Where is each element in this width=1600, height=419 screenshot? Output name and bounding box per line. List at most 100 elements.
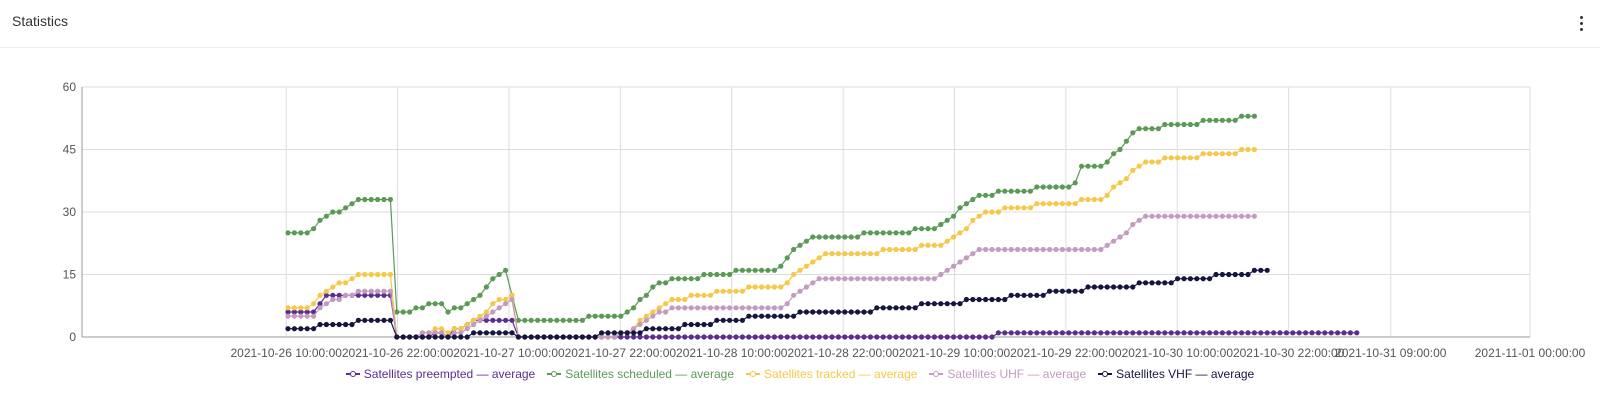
- legend-label: Satellites preempted — average: [363, 367, 536, 381]
- data-point: [682, 305, 688, 311]
- data-point: [912, 226, 918, 232]
- data-point: [1175, 213, 1181, 219]
- legend-item[interactable]: Satellites preempted — average: [345, 367, 536, 381]
- data-point: [618, 330, 624, 336]
- data-point: [1194, 276, 1200, 282]
- legend-item[interactable]: Satellites UHF — average: [929, 367, 1086, 381]
- data-point: [848, 276, 854, 282]
- data-point: [803, 284, 810, 290]
- data-point: [1079, 246, 1085, 253]
- more-options-icon[interactable]: [1576, 10, 1586, 36]
- data-point: [771, 267, 778, 273]
- data-point: [682, 296, 688, 303]
- data-point: [368, 317, 374, 323]
- data-point: [848, 234, 854, 240]
- chart-grid: [82, 86, 1531, 338]
- data-point: [1034, 201, 1040, 207]
- data-point: [317, 301, 323, 307]
- legend-label: Satellites UHF — average: [947, 367, 1087, 381]
- data-point: [1079, 330, 1085, 336]
- data-point: [1111, 284, 1117, 290]
- x-tick-label: 2021-10-30 10:00:00: [1122, 346, 1234, 360]
- data-point: [400, 309, 406, 315]
- data-point: [1053, 330, 1059, 336]
- data-point: [1168, 330, 1174, 336]
- data-point: [1059, 184, 1065, 190]
- data-point: [829, 251, 835, 257]
- data-point: [624, 330, 630, 336]
- data-point: [464, 326, 470, 332]
- data-point: [381, 271, 387, 278]
- data-point: [1149, 280, 1155, 286]
- data-point: [695, 276, 701, 282]
- data-point: [1002, 296, 1008, 303]
- data-point: [317, 321, 323, 328]
- data-point: [1245, 330, 1251, 336]
- data-point: [765, 284, 771, 290]
- data-point: [1136, 330, 1142, 336]
- data-point: [912, 305, 918, 311]
- data-point: [1091, 284, 1097, 290]
- data-point: [330, 292, 336, 298]
- data-point: [931, 226, 938, 232]
- data-point: [1117, 180, 1123, 186]
- data-point: [1123, 284, 1129, 290]
- data-point: [906, 305, 912, 311]
- data-point: [1283, 330, 1289, 336]
- data-point: [375, 288, 381, 294]
- data-point: [816, 309, 822, 315]
- data-point: [586, 334, 592, 340]
- data-point: [925, 226, 931, 232]
- data-point: [835, 334, 842, 340]
- data-point: [1245, 113, 1251, 119]
- data-point: [1162, 213, 1168, 219]
- data-point: [355, 317, 361, 323]
- data-point: [906, 276, 912, 282]
- data-point: [1098, 163, 1104, 169]
- data-point: [643, 313, 650, 319]
- data-point: [957, 334, 963, 340]
- data-point: [957, 205, 963, 211]
- data-point: [413, 334, 419, 340]
- data-point: [963, 255, 970, 261]
- data-point: [855, 309, 861, 315]
- data-point: [778, 313, 784, 319]
- data-point: [611, 334, 618, 340]
- data-point: [375, 317, 381, 323]
- data-point: [1111, 330, 1117, 336]
- data-point: [1008, 330, 1014, 336]
- data-point: [1149, 213, 1155, 219]
- data-point: [1021, 205, 1027, 211]
- data-point: [810, 280, 816, 286]
- data-point: [1251, 146, 1257, 153]
- data-point: [746, 284, 752, 290]
- data-point: [682, 334, 688, 340]
- data-point: [1053, 201, 1059, 207]
- legend-item[interactable]: Satellites VHF — average: [1098, 367, 1254, 381]
- data-point: [1091, 246, 1097, 253]
- data-point: [291, 309, 297, 315]
- data-point: [349, 276, 355, 282]
- data-point: [995, 188, 1002, 194]
- data-point: [669, 305, 675, 311]
- data-point: [1232, 271, 1238, 278]
- data-point: [1155, 126, 1161, 132]
- data-point: [989, 296, 995, 303]
- data-point: [1002, 205, 1008, 211]
- data-point: [291, 305, 297, 311]
- data-point: [1175, 121, 1181, 128]
- data-point: [522, 317, 528, 323]
- data-point: [631, 334, 637, 340]
- legend-item[interactable]: Satellites scheduled — average: [547, 367, 734, 381]
- data-point: [1181, 276, 1187, 282]
- data-point: [1015, 188, 1021, 194]
- data-point: [1264, 330, 1270, 336]
- data-point: [298, 230, 304, 236]
- data-point: [631, 305, 637, 311]
- data-point: [1104, 192, 1110, 198]
- data-point: [663, 326, 669, 332]
- data-point: [867, 251, 874, 257]
- legend-item[interactable]: Satellites tracked — average: [746, 367, 917, 381]
- data-point: [375, 196, 381, 203]
- data-point: [701, 305, 707, 311]
